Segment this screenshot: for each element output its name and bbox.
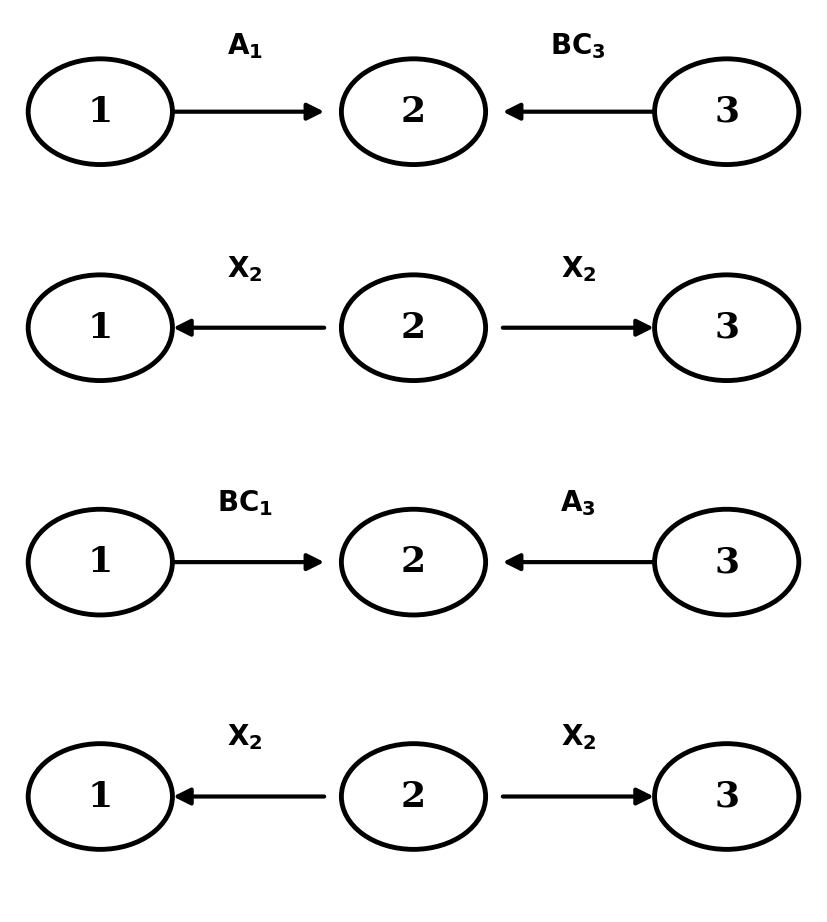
Text: 2: 2	[401, 311, 426, 345]
Text: 1: 1	[88, 311, 113, 345]
Text: 2: 2	[401, 95, 426, 129]
Ellipse shape	[655, 509, 799, 615]
Ellipse shape	[342, 275, 485, 381]
Text: 2: 2	[401, 545, 426, 579]
Ellipse shape	[28, 509, 172, 615]
Text: 3: 3	[715, 545, 739, 579]
Text: 2: 2	[401, 779, 426, 813]
Ellipse shape	[342, 744, 485, 849]
Ellipse shape	[28, 59, 172, 164]
Text: $\mathbf{BC_{1}}$: $\mathbf{BC_{1}}$	[217, 488, 273, 518]
Ellipse shape	[342, 59, 485, 164]
Ellipse shape	[28, 744, 172, 849]
Ellipse shape	[655, 275, 799, 381]
Text: 1: 1	[88, 779, 113, 813]
Ellipse shape	[655, 59, 799, 164]
Text: $\mathbf{A_{3}}$: $\mathbf{A_{3}}$	[561, 488, 596, 518]
Text: $\mathbf{X_{2}}$: $\mathbf{X_{2}}$	[227, 723, 262, 752]
Text: $\mathbf{X_{2}}$: $\mathbf{X_{2}}$	[561, 723, 596, 752]
Text: 3: 3	[715, 311, 739, 345]
Ellipse shape	[342, 509, 485, 615]
Text: 1: 1	[88, 545, 113, 579]
Text: 1: 1	[88, 95, 113, 129]
Text: $\mathbf{BC_{3}}$: $\mathbf{BC_{3}}$	[551, 31, 606, 61]
Text: $\mathbf{A_{1}}$: $\mathbf{A_{1}}$	[227, 31, 262, 61]
Ellipse shape	[655, 744, 799, 849]
Text: 3: 3	[715, 95, 739, 129]
Text: $\mathbf{X_{2}}$: $\mathbf{X_{2}}$	[561, 254, 596, 284]
Text: 3: 3	[715, 779, 739, 813]
Ellipse shape	[28, 275, 172, 381]
Text: $\mathbf{X_{2}}$: $\mathbf{X_{2}}$	[227, 254, 262, 284]
